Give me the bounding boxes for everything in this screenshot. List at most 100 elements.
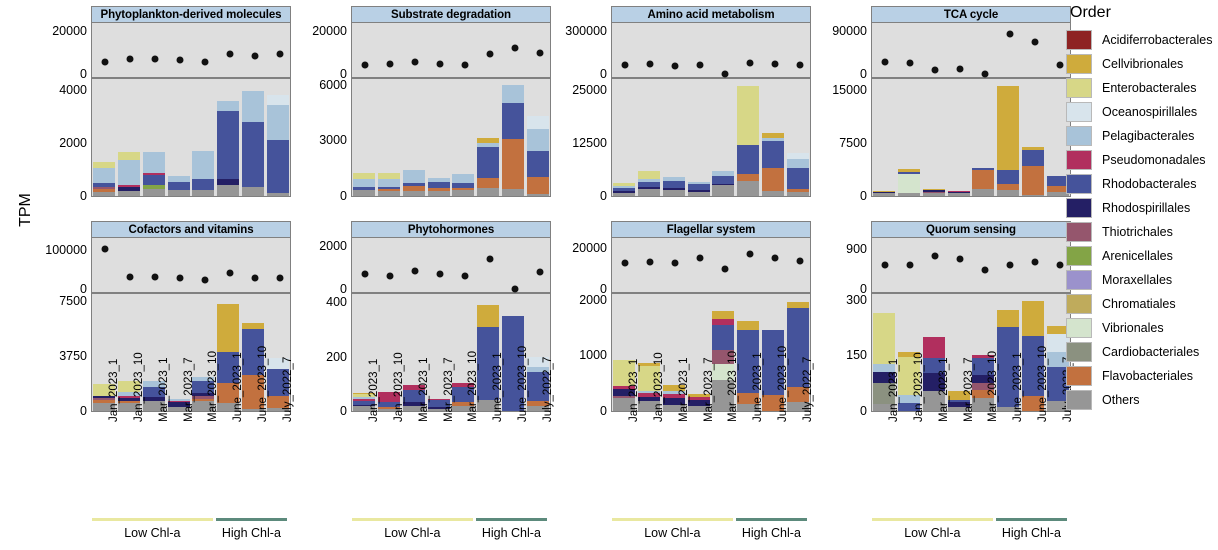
x-tick-label: Mar_2023_10 xyxy=(727,351,740,422)
bar-segment xyxy=(613,193,636,196)
bar-segment xyxy=(786,159,809,169)
panel-lower-stacked-bars xyxy=(351,78,551,197)
bar-segment xyxy=(972,355,995,359)
bar-segment xyxy=(501,103,524,140)
bar-segment xyxy=(241,323,264,329)
facet-panel: Substrate degradation xyxy=(351,6,551,197)
x-tick-label: June_2023_10 xyxy=(256,345,269,422)
bar-segment xyxy=(142,400,165,411)
bar-segment xyxy=(93,403,116,411)
bar-segment xyxy=(477,304,499,328)
group-label: Low Chl-a xyxy=(644,526,701,540)
bar-segment xyxy=(378,391,400,403)
bar-segment xyxy=(353,187,376,190)
total-tpm-point xyxy=(771,254,778,262)
bar-segment xyxy=(378,190,400,196)
bar-segment xyxy=(192,178,215,190)
bar-segment xyxy=(93,383,116,396)
bar-segment xyxy=(947,193,970,196)
bar-segment xyxy=(922,390,945,411)
bar-segment xyxy=(613,359,636,386)
facet-panel: Quorum sensing xyxy=(871,221,1071,412)
panel-title: Amino acid metabolism xyxy=(611,6,811,23)
stacked-bar xyxy=(947,391,970,411)
bar-segment xyxy=(353,400,376,405)
x-tick-label: Mar_2023_7 xyxy=(702,357,715,422)
bar-segment xyxy=(477,146,499,179)
y-tick-label: 1000 xyxy=(579,348,607,363)
bar-segment xyxy=(947,402,970,407)
bar-segment xyxy=(353,404,376,407)
total-tpm-point xyxy=(511,44,518,52)
legend-label: Cellvibrionales xyxy=(1102,57,1184,71)
panel-upper-total-tpm xyxy=(871,23,1071,78)
stacked-bar xyxy=(427,178,450,196)
bar-segment xyxy=(898,394,920,403)
bar-segment xyxy=(477,188,499,196)
bar-segment xyxy=(142,172,165,176)
bar-segment xyxy=(93,189,116,193)
bar-segment xyxy=(1021,300,1044,336)
panel-upper-total-tpm xyxy=(351,23,551,78)
legend-item: Arenicellales xyxy=(1066,244,1218,268)
bar-segment xyxy=(402,183,425,186)
stacked-bar xyxy=(1021,300,1044,411)
y-tick-label: 2000 xyxy=(319,239,347,253)
bar-segment xyxy=(526,401,549,407)
bar-segment xyxy=(167,407,190,411)
stacked-bar xyxy=(737,320,759,411)
bar-segment xyxy=(192,398,215,402)
bar-segment xyxy=(1046,333,1069,353)
bar-segment xyxy=(241,122,264,187)
bar-segment xyxy=(997,169,1019,185)
y-tick-label: 20000 xyxy=(312,24,347,38)
facet-panel: Amino acid metabolism xyxy=(611,6,811,197)
x-tick-label: Jan_2023_1 xyxy=(628,358,641,422)
total-tpm-point xyxy=(126,55,133,63)
total-tpm-point xyxy=(226,50,233,58)
bar-segment xyxy=(1021,146,1044,151)
total-tpm-point xyxy=(411,267,418,275)
y-tick-label: 7500 xyxy=(59,294,87,309)
bar-segment xyxy=(477,400,499,411)
bar-segment xyxy=(638,390,660,394)
legend-swatch xyxy=(1066,342,1092,362)
bar-segment xyxy=(217,184,239,196)
bar-segment xyxy=(477,178,499,189)
total-tpm-point xyxy=(956,65,963,73)
stacked-bar xyxy=(1046,176,1069,196)
y-tick-label: 0 xyxy=(80,282,87,296)
total-tpm-point xyxy=(461,61,468,69)
panel-upper-total-tpm xyxy=(91,23,291,78)
legend-label: Flavobacteriales xyxy=(1102,369,1194,383)
bar-segment xyxy=(192,150,215,179)
bar-segment xyxy=(192,396,215,399)
bar-segment xyxy=(452,190,475,196)
bar-segment xyxy=(93,395,116,399)
stacked-bar xyxy=(142,381,165,411)
bar-segment xyxy=(378,188,400,191)
y-tick-label: 100000 xyxy=(45,242,87,257)
x-tick-label: July_2022_7 xyxy=(541,356,554,422)
bar-segment xyxy=(427,409,450,411)
legend-swatch xyxy=(1066,30,1092,50)
x-tick-label: June_2023_1 xyxy=(1012,352,1025,422)
bar-segment xyxy=(217,178,239,185)
y-tick-label: 0 xyxy=(80,67,87,81)
legend-label: Pseudomonadales xyxy=(1102,153,1206,167)
bar-segment xyxy=(402,169,425,183)
total-tpm-point xyxy=(621,259,628,267)
stacked-bar xyxy=(378,172,400,196)
bar-segment xyxy=(526,356,549,368)
panel-title: Cofactors and vitamins xyxy=(91,221,291,238)
legend-swatch xyxy=(1066,102,1092,122)
x-tick-label: June_2023_1 xyxy=(492,352,505,422)
total-tpm-point xyxy=(771,60,778,68)
total-tpm-point xyxy=(671,259,678,267)
bar-segment xyxy=(922,336,945,358)
bar-segment xyxy=(662,181,685,189)
stacked-bar xyxy=(402,169,425,196)
bar-segment xyxy=(353,392,376,395)
bar-segment xyxy=(687,394,710,398)
bar-segment xyxy=(898,171,920,174)
